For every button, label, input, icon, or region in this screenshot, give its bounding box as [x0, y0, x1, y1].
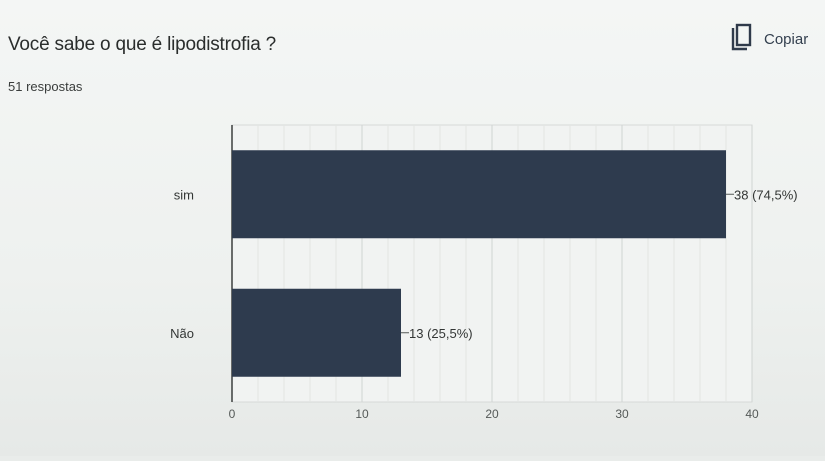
category-label: sim	[174, 187, 194, 202]
question-title: Você sabe o que é lipodistrofia ?	[8, 34, 277, 55]
bar	[232, 150, 726, 239]
x-tick-label: 10	[355, 407, 369, 421]
response-count: 51 respostas	[8, 79, 83, 94]
data-label: 38 (74,5%)	[734, 187, 798, 202]
x-tick-label: 30	[615, 407, 629, 421]
data-label: 13 (25,5%)	[409, 326, 473, 341]
copy-label: Copiar	[764, 30, 809, 48]
category-label: Não	[170, 326, 194, 341]
copy-icon	[730, 23, 752, 56]
x-tick-label: 0	[229, 407, 236, 421]
x-tick-label: 20	[485, 407, 499, 421]
copy-button[interactable]: Copiar	[730, 23, 809, 56]
bar	[232, 288, 401, 377]
x-tick-label: 40	[745, 407, 759, 421]
